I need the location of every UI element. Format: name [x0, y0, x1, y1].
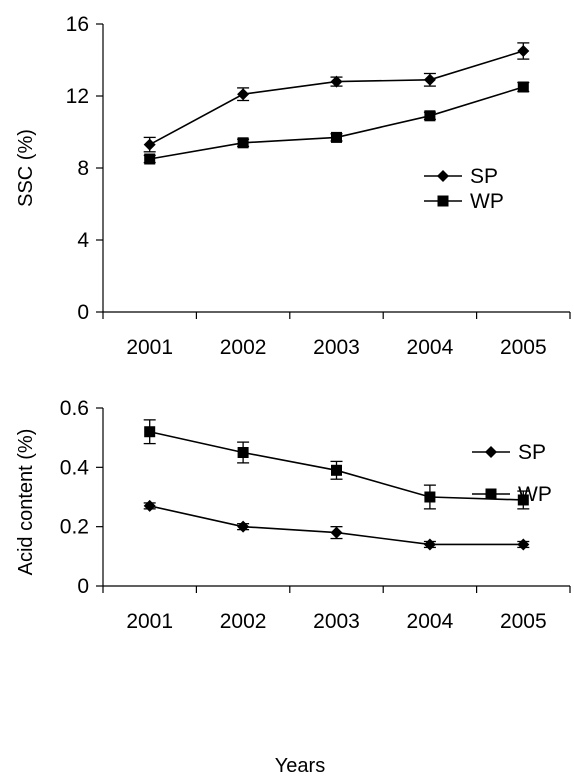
x-tick-label: 2005	[500, 610, 547, 633]
legend-item-sp: SP	[472, 441, 546, 464]
legend-item-wp: WP	[424, 190, 504, 213]
y-tick-label: 0	[77, 575, 89, 598]
series-line	[149, 86, 524, 160]
y-tick-label: 0.2	[60, 516, 89, 539]
y-tick-label: 0.4	[60, 456, 90, 479]
series-wp	[143, 419, 530, 510]
y-axis-title: SSC (%)	[15, 129, 37, 207]
x-tick-label: 2004	[407, 610, 454, 633]
data-point	[517, 494, 529, 506]
acid-content-chart: 0 0.2 0.4 0.6 2001 2002 2003 2004 2005 Acid conte…	[15, 397, 571, 777]
legend-marker	[437, 195, 449, 207]
series-wp	[143, 81, 530, 165]
x-tick-label: 2001	[126, 610, 173, 633]
legend-marker	[485, 488, 497, 500]
data-point	[331, 464, 342, 476]
legend-marker	[437, 170, 449, 182]
x-tick-label: 2003	[313, 336, 360, 359]
data-point	[331, 131, 342, 143]
legend-label: WP	[470, 190, 504, 213]
y-tick-label: 12	[66, 85, 89, 108]
data-point	[143, 138, 156, 151]
y-tick-label: 16	[66, 13, 89, 36]
x-tick-label: 2001	[126, 336, 173, 359]
series-sp	[143, 42, 530, 153]
y-tick-label: 4	[77, 229, 89, 252]
data-point	[237, 88, 250, 101]
data-point	[423, 73, 436, 86]
data-point	[237, 137, 249, 149]
x-tick-label: 2003	[313, 610, 360, 633]
data-point	[424, 110, 436, 122]
legend-item-wp: WP	[472, 483, 552, 506]
legend-label: SP	[518, 441, 546, 464]
data-point	[144, 426, 156, 438]
data-point	[330, 75, 343, 88]
x-tick-label: 2004	[407, 336, 454, 359]
series-sp	[143, 499, 530, 551]
y-axis-title: Acid content (%)	[15, 429, 37, 576]
x-tick-label: 2005	[500, 336, 547, 359]
data-point	[237, 520, 250, 533]
data-point	[423, 538, 436, 551]
data-point	[237, 447, 249, 458]
data-point	[517, 538, 530, 551]
data-point	[330, 526, 343, 539]
legend-marker	[485, 446, 497, 458]
x-tick-label: 2002	[220, 336, 267, 359]
y-tick-label: 0.6	[60, 397, 89, 420]
y-tick-label: 8	[77, 157, 89, 180]
data-point	[424, 491, 436, 503]
legend-item-sp: SP	[424, 165, 498, 188]
data-point	[143, 499, 156, 512]
x-axis-title: Years	[275, 755, 325, 777]
legend-label: WP	[518, 483, 552, 506]
x-tick-label: 2002	[220, 610, 267, 633]
data-point	[517, 81, 529, 93]
y-tick-label: 0	[77, 301, 89, 324]
series-line	[149, 50, 524, 146]
legend-label: SP	[470, 165, 498, 188]
data-point	[144, 153, 156, 165]
data-point	[517, 45, 530, 57]
